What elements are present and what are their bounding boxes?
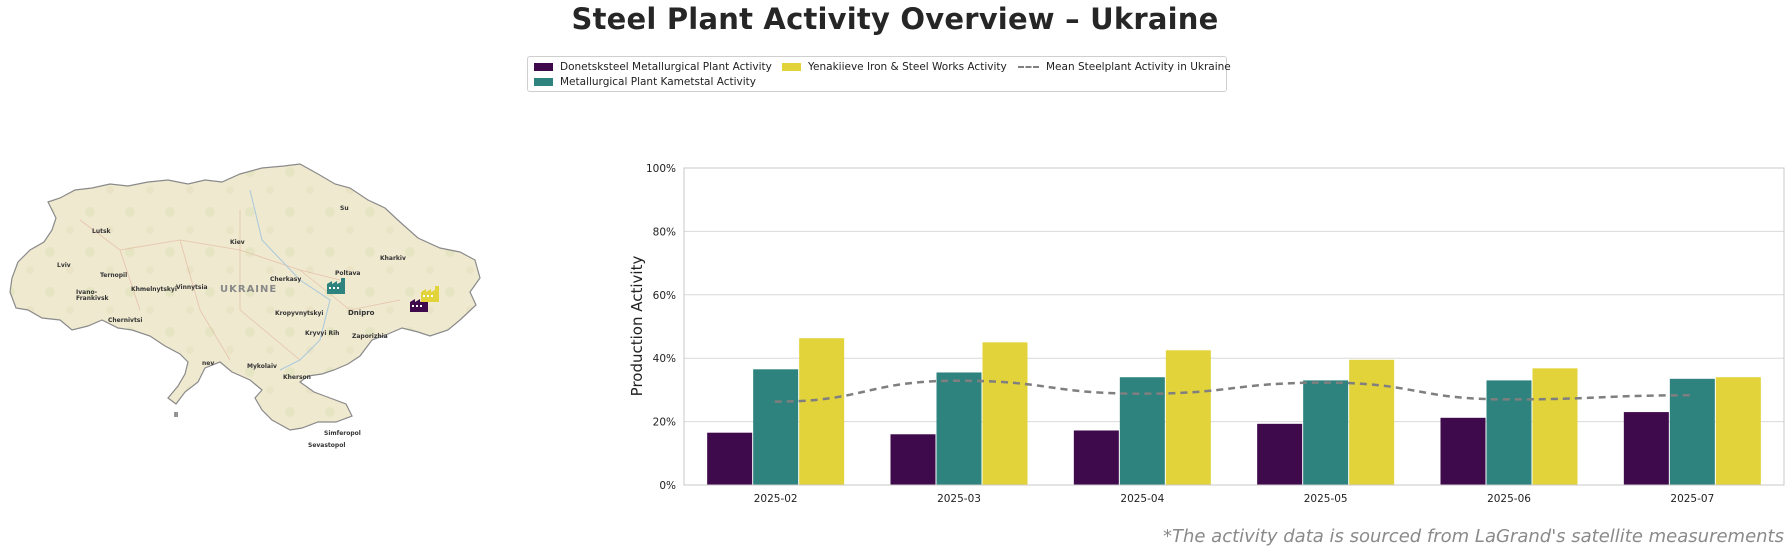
mean-activity-line	[774, 379, 1692, 403]
y-tick-label: 20%	[653, 417, 676, 429]
bar-metallurgical-2025-05	[1303, 380, 1349, 485]
legend-item-donetsksteel: Donetsksteel Metallurgical Plant Activit…	[534, 61, 772, 73]
chart-mean-line	[774, 379, 1692, 403]
city-simferopol: Simferopol	[324, 430, 361, 437]
y-tick-labels: 0% 20% 40% 60% 80% 100%	[646, 163, 676, 492]
city-vinnytsia: Vinnytsia	[176, 284, 208, 291]
x-tick-label: 2025-03	[937, 493, 981, 505]
bar-metallurgical-2025-04	[1119, 377, 1165, 485]
x-tick-label: 2025-04	[1120, 493, 1164, 505]
x-tick-label: 2025-02	[754, 493, 798, 505]
legend-item-mean: Mean Steelplant Activity in Ukraine	[1018, 61, 1231, 73]
city-poltava: Poltava	[335, 270, 360, 277]
x-tick-labels: 2025-02 2025-03 2025-04 2025-05 2025-06 2025-…	[754, 493, 1715, 505]
city-cherkasy: Cherkasy	[270, 276, 301, 283]
factory-icon-yenakiieve	[421, 286, 439, 302]
legend-label-donetsksteel: Donetsksteel Metallurgical Plant Activit…	[560, 61, 772, 73]
bar-yenakiieve-2025-03	[982, 342, 1028, 485]
bar-donetsksteel-2025-05	[1257, 423, 1303, 485]
bar-donetsksteel-2025-06	[1440, 417, 1486, 485]
factory-icon-donetsksteel	[410, 296, 428, 312]
city-ivano: Ivano-	[76, 289, 98, 296]
bar-yenakiieve-2025-04	[1165, 350, 1211, 485]
y-tick-label: 100%	[646, 163, 676, 175]
ukraine-map: Lutsk Kiev Kharkiv Lviv Ternopil Khmelny…	[9, 163, 481, 449]
city-chernivtsi: Chernivtsi	[108, 317, 142, 324]
legend-label-yenakiieve: Yenakiieve Iron & Steel Works Activity	[808, 61, 1007, 73]
chart-grid	[684, 167, 1784, 486]
y-tick-label: 0%	[659, 480, 676, 492]
legend-swatch-yenakiieve	[782, 63, 801, 71]
chart-legend: Donetsksteel Metallurgical Plant Activit…	[527, 56, 1231, 92]
factory-icon-kametstal	[327, 278, 345, 294]
city-lutsk: Lutsk	[92, 228, 112, 235]
city-frankivsk: Frankivsk	[76, 295, 110, 302]
map-country-label: UKRAINE	[220, 284, 277, 295]
legend-item-yenakiieve: Yenakiieve Iron & Steel Works Activity	[782, 61, 1007, 73]
legend-swatch-donetsksteel	[534, 63, 553, 71]
legend-label-kametstal: Metallurgical Plant Kametstal Activity	[560, 76, 757, 88]
y-tick-label: 40%	[653, 353, 676, 365]
river-dnipro	[249, 189, 331, 371]
y-tick-label: 80%	[653, 226, 676, 238]
city-kherson: Kherson	[283, 374, 311, 381]
bar-yenakiieve-2025-06	[1532, 368, 1578, 485]
bar-donetsksteel-2025-04	[1073, 430, 1119, 485]
x-tick-label: 2025-07	[1670, 493, 1714, 505]
city-mykolaiv: Mykolaiv	[247, 363, 277, 370]
road-lines	[79, 210, 401, 361]
city-dnipro: Dnipro	[348, 309, 375, 317]
city-kiev: Kiev	[230, 239, 245, 246]
city-partial-nev: nev	[202, 360, 214, 367]
y-tick-label: 60%	[653, 290, 676, 302]
bar-metallurgical-2025-06	[1486, 380, 1532, 485]
city-zaporizhia: Zaporizhia	[352, 333, 388, 340]
bar-yenakiieve-2025-07	[1715, 377, 1761, 485]
y-axis-label: Production Activity	[628, 256, 646, 397]
chart-bars	[707, 338, 1761, 485]
page-title: Steel Plant Activity Overview – Ukraine	[571, 2, 1219, 36]
city-partial-su: Su	[340, 205, 349, 212]
city-kryvyi-rih: Kryvyi Rih	[305, 330, 339, 337]
legend-swatch-kametstal	[534, 78, 553, 86]
legend-label-mean: Mean Steelplant Activity in Ukraine	[1046, 61, 1231, 73]
city-lviv: Lviv	[57, 262, 71, 269]
bar-yenakiieve-2025-02	[799, 338, 845, 485]
bar-donetsksteel-2025-02	[707, 432, 753, 485]
x-tick-label: 2025-05	[1304, 493, 1348, 505]
legend-item-kametstal: Metallurgical Plant Kametstal Activity	[534, 76, 756, 88]
city-khmelnytskyi: Khmelnytskyi	[131, 286, 177, 293]
bar-metallurgical-2025-03	[936, 372, 982, 485]
bar-yenakiieve-2025-05	[1349, 359, 1395, 485]
bar-metallurgical-2025-02	[753, 369, 799, 485]
city-ternopil: Ternopil	[100, 272, 127, 279]
ukraine-outline	[9, 163, 481, 431]
footnote: *The activity data is sourced from LaGra…	[1162, 526, 1784, 547]
bar-donetsksteel-2025-07	[1623, 412, 1669, 485]
chart-frame	[683, 167, 1785, 486]
city-partial-ll: ll	[174, 412, 178, 419]
legend-swatch-mean	[1018, 66, 1039, 68]
city-kropyvnytskyi: Kropyvnytskyi	[275, 310, 323, 317]
bar-donetsksteel-2025-03	[890, 434, 936, 485]
city-kharkiv: Kharkiv	[380, 255, 406, 262]
city-sevastopol: Sevastopol	[308, 442, 345, 449]
x-tick-label: 2025-06	[1487, 493, 1531, 505]
